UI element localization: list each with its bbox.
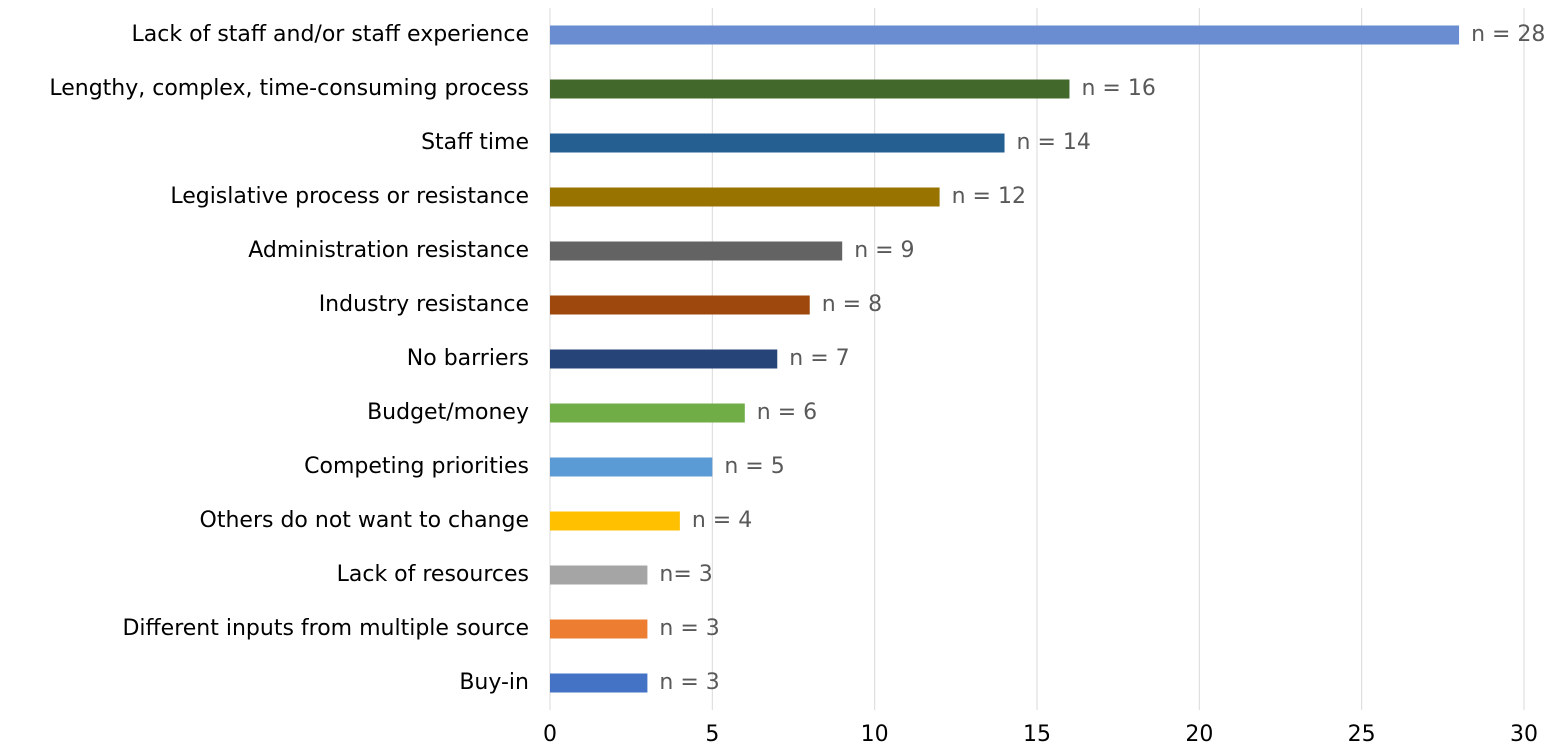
x-tick-label: 20 [1185, 722, 1213, 747]
bar [550, 457, 713, 477]
value-label: n = 8 [822, 292, 882, 317]
bar [550, 349, 778, 369]
bar [550, 187, 940, 207]
category-label: Different inputs from multiple source [122, 616, 529, 641]
category-label: Lengthy, complex, time-consuming process [49, 76, 529, 101]
x-tick-label: 0 [543, 722, 557, 747]
value-label: n = 7 [789, 346, 849, 371]
value-label: n = 4 [692, 508, 752, 533]
category-label: Others do not want to change [200, 508, 529, 533]
value-label: n = 16 [1081, 76, 1155, 101]
x-tick-label: 5 [705, 722, 719, 747]
category-label: Lack of staff and/or staff experience [132, 22, 529, 47]
value-label: n = 9 [854, 238, 914, 263]
bar [550, 619, 648, 639]
category-label: Budget/money [367, 400, 529, 425]
category-label: Buy-in [459, 670, 529, 695]
value-label: n = 12 [952, 184, 1026, 209]
category-label: Legislative process or resistance [170, 184, 529, 209]
value-label: n = 3 [659, 616, 719, 641]
bar [550, 295, 810, 315]
value-label: n = 3 [659, 670, 719, 695]
x-tick-label: 30 [1510, 722, 1538, 747]
category-label: Lack of resources [337, 562, 529, 587]
value-label: n = 6 [757, 400, 817, 425]
bar [550, 79, 1070, 99]
value-label: n = 28 [1471, 22, 1545, 47]
category-label: No barriers [407, 346, 529, 371]
bar [550, 133, 1005, 153]
bar [550, 241, 843, 261]
bar [550, 511, 680, 531]
value-label: n= 3 [659, 562, 712, 587]
bar [550, 25, 1460, 45]
bar [550, 403, 745, 423]
bar [550, 673, 648, 693]
category-label: Staff time [421, 130, 529, 155]
x-tick-label: 10 [861, 722, 889, 747]
value-label: n = 5 [724, 454, 784, 479]
category-label: Administration resistance [248, 238, 529, 263]
category-label: Competing priorities [304, 454, 529, 479]
bar [550, 565, 648, 585]
value-label: n = 14 [1017, 130, 1091, 155]
x-tick-label: 15 [1023, 722, 1051, 747]
x-tick-label: 25 [1348, 722, 1376, 747]
category-label: Industry resistance [319, 292, 529, 317]
